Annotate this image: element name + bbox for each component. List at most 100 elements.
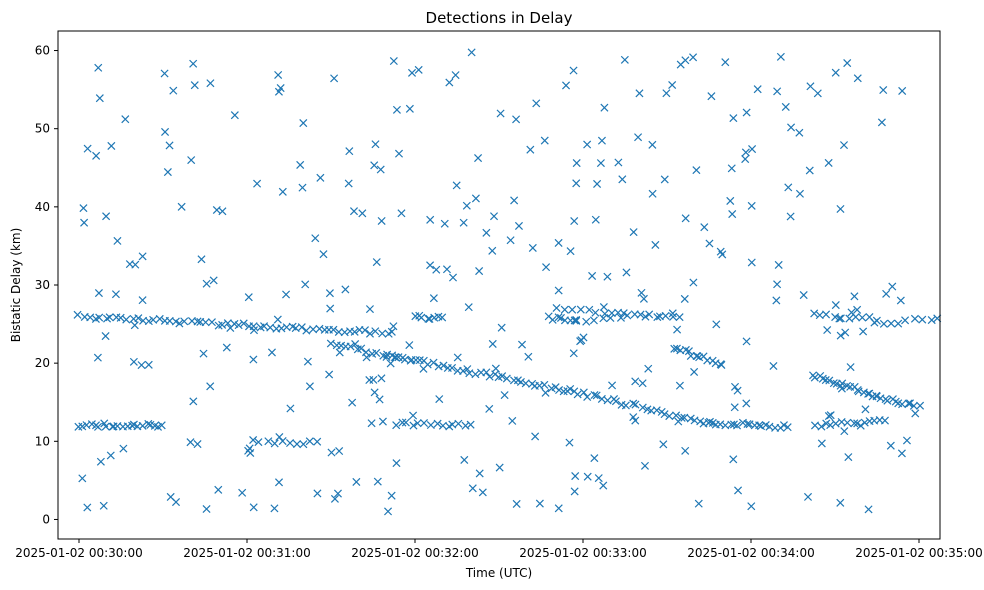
detection-point <box>498 372 507 381</box>
detection-point <box>597 136 606 145</box>
detection-point <box>426 421 435 430</box>
detection-point <box>905 399 915 408</box>
detection-point <box>175 319 184 328</box>
detection-point <box>521 379 530 388</box>
detection-point <box>576 337 585 346</box>
detection-point <box>362 353 371 362</box>
detection-point <box>675 313 684 322</box>
y-tick-label: 10 <box>35 434 50 448</box>
detection-point <box>560 305 569 314</box>
detection-point <box>464 303 473 312</box>
detection-point <box>786 212 795 221</box>
detection-point <box>357 344 366 353</box>
detection-point <box>831 301 840 310</box>
detection-point <box>86 313 95 322</box>
detection-point <box>489 212 499 221</box>
detection-point <box>517 340 527 349</box>
detection-point <box>773 87 782 96</box>
detection-point <box>482 368 491 377</box>
detection-point <box>904 399 913 408</box>
detection-point <box>111 290 120 299</box>
x-axis-label: Time (UTC) <box>465 566 532 580</box>
detection-point <box>296 160 305 169</box>
detection-point <box>78 474 87 483</box>
detection-point <box>448 363 457 372</box>
detection-point <box>230 111 239 120</box>
detection-point <box>222 343 231 352</box>
detection-point <box>880 416 889 425</box>
detection-point <box>837 384 846 393</box>
detection-point <box>409 411 418 420</box>
detection-point <box>594 474 603 483</box>
detection-point <box>129 357 138 366</box>
y-tick-label: 30 <box>35 278 50 292</box>
detection-point <box>209 276 218 285</box>
detection-point <box>80 218 89 227</box>
detection-point <box>190 81 199 90</box>
detection-point <box>305 382 314 391</box>
detection-point <box>730 403 739 412</box>
detection-point <box>652 406 661 415</box>
detection-point <box>298 183 307 192</box>
detection-point <box>813 89 822 98</box>
detection-point <box>234 321 243 330</box>
detection-point <box>326 304 335 313</box>
y-tick-label: 60 <box>35 44 50 58</box>
detection-point <box>734 486 743 495</box>
detection-point <box>810 421 820 430</box>
detection-point <box>810 373 819 382</box>
detection-point <box>673 325 682 334</box>
detection-point <box>847 308 856 317</box>
x-tick-label: 2025-01-02 00:33:00 <box>519 546 646 560</box>
x-tick-label: 2025-01-02 00:30:00 <box>15 546 142 560</box>
detection-point <box>218 320 227 329</box>
detection-point <box>223 319 232 328</box>
detection-point <box>783 423 792 432</box>
detection-point <box>512 499 521 508</box>
detection-point <box>588 271 597 280</box>
detection-point <box>334 327 343 337</box>
detection-point <box>93 353 102 362</box>
detection-point <box>668 309 677 318</box>
detection-point <box>451 71 460 80</box>
detection-point <box>475 267 484 276</box>
detection-point <box>433 419 442 428</box>
detection-point <box>629 399 638 408</box>
detection-point <box>186 438 195 447</box>
detection-point <box>769 361 778 371</box>
detection-point <box>742 337 751 346</box>
detection-point <box>850 292 859 301</box>
detection-point <box>918 315 927 324</box>
detection-point <box>844 453 853 462</box>
detection-point <box>270 439 279 448</box>
detection-point <box>641 312 650 321</box>
detection-point <box>614 158 623 167</box>
detection-point <box>554 286 563 295</box>
detection-point <box>651 240 660 249</box>
detection-point <box>879 319 888 328</box>
detection-point <box>726 196 735 205</box>
detection-point <box>621 401 630 410</box>
detection-point <box>249 326 259 335</box>
detection-point <box>583 472 592 481</box>
x-tick-label: 2025-01-02 00:35:00 <box>855 546 982 560</box>
detection-point <box>681 446 690 455</box>
detection-point <box>226 323 235 332</box>
detection-point <box>311 234 320 243</box>
detection-point <box>297 323 306 332</box>
detection-point <box>459 218 468 227</box>
detection-point <box>94 63 103 72</box>
detection-point <box>326 339 335 348</box>
detection-point <box>193 317 202 326</box>
detection-point <box>644 364 653 373</box>
detection-point <box>387 491 396 500</box>
detection-point <box>836 314 845 323</box>
detection-point <box>540 380 549 389</box>
detection-point <box>779 421 788 430</box>
detection-point <box>554 238 563 247</box>
detection-point <box>680 413 689 422</box>
y-tick-label: 40 <box>35 200 50 214</box>
detection-point <box>861 405 870 414</box>
detection-point <box>526 145 535 154</box>
detection-point <box>286 404 295 413</box>
